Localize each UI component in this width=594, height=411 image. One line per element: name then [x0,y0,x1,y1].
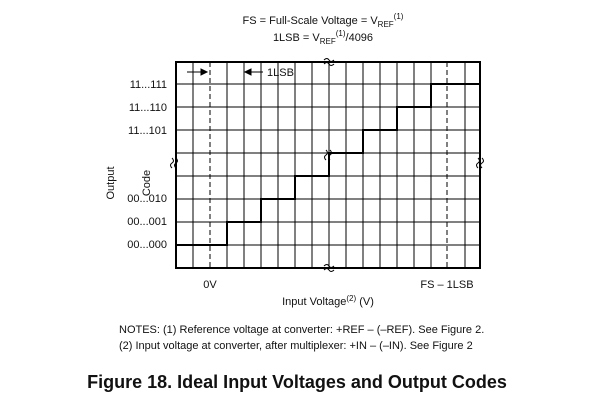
superscript: (1) [394,12,404,21]
break [476,157,484,169]
x-label: FS – 1LSB [420,279,473,291]
break [324,149,332,161]
y-title: Output [105,166,117,199]
break [323,58,335,66]
note: NOTES: (1) Reference voltage at converte… [119,324,484,336]
y-labels: 11...111 11...110 11...101 00...010 00...001… [127,79,167,251]
caption: Figure 18. Ideal Input Voltages and Outp… [87,372,507,392]
y-label: 11...111 [130,79,167,91]
arrow-head [200,68,209,76]
superscript: (1) [336,29,346,38]
y-label: 00...001 [127,216,167,228]
subscript: REF [378,20,394,29]
arrow-head [243,68,252,76]
x-title-text: (V) [356,296,374,308]
lsb-arrows [187,68,263,76]
break [170,157,178,169]
header-line1: FS = Full-Scale Voltage = VREF(1) [243,12,404,29]
note: (2) Input voltage at converter, after mu… [119,340,473,352]
y-title: Code [141,170,153,196]
y-label: 00...010 [127,193,167,205]
plot-frame [175,61,481,269]
staircase [176,83,480,246]
y-label: 11...110 [129,102,167,114]
break [323,264,335,272]
y-label: 00...000 [127,239,167,251]
header-text: FS = Full-Scale Voltage = V [243,15,379,27]
grid [176,62,480,268]
break-marks [170,58,484,272]
subscript: REF [320,37,336,46]
header-text: 1LSB = V [273,32,320,44]
x-title-text: Input Voltage [282,296,346,308]
header-line2: 1LSB = VREF(1)/4096 [273,29,373,46]
y-label: 11...101 [128,125,167,137]
lsb-label: 1LSB [267,67,294,79]
superscript: (2) [346,294,356,303]
x-label: 0V [203,279,217,291]
header-text: /4096 [346,32,374,44]
x-title: Input Voltage(2) (V) [282,294,374,308]
